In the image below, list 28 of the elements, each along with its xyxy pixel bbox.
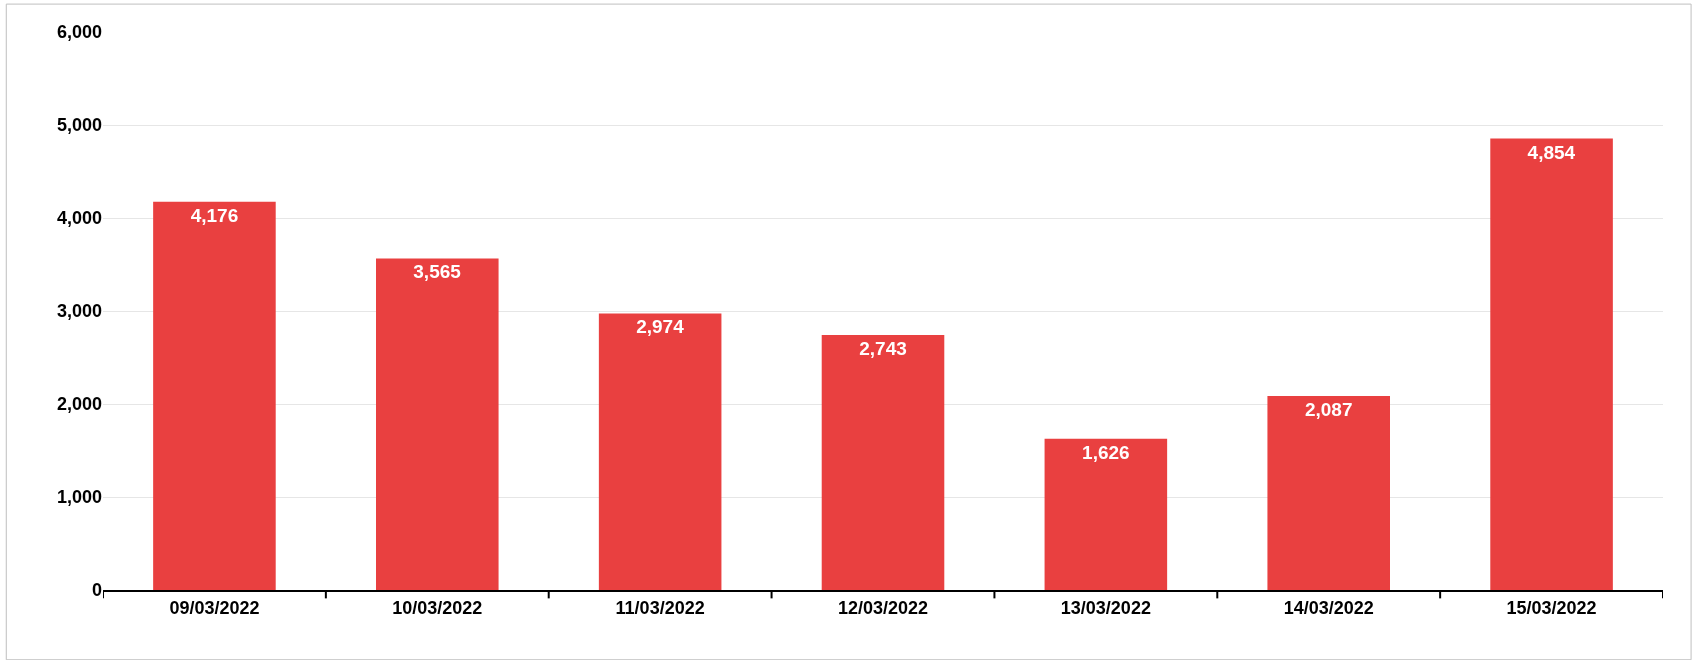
x-tick-label: 14/03/2022 xyxy=(1283,597,1374,618)
data-label: 1,626 xyxy=(1082,441,1130,463)
x-tick-label: 09/03/2022 xyxy=(169,597,260,618)
bar xyxy=(376,258,499,590)
y-tick-label: 2,000 xyxy=(56,394,102,415)
bar xyxy=(1490,138,1613,590)
x-tick-label: 13/03/2022 xyxy=(1060,597,1151,618)
bar xyxy=(1267,395,1390,590)
data-label: 2,743 xyxy=(859,337,907,359)
y-tick-label: 0 xyxy=(91,580,102,601)
y-tick-label: 6,000 xyxy=(56,22,102,43)
x-tick-label: 11/03/2022 xyxy=(615,597,705,618)
data-label: 4,854 xyxy=(1527,141,1576,163)
y-tick-label: 1,000 xyxy=(56,487,102,508)
data-label: 2,974 xyxy=(636,316,685,338)
y-tick-label: 5,000 xyxy=(56,115,102,136)
bar xyxy=(153,201,276,590)
bar xyxy=(1044,438,1168,590)
x-tick-label: 15/03/2022 xyxy=(1506,597,1597,618)
data-label: 4,176 xyxy=(190,204,239,226)
y-tick-label: 3,000 xyxy=(56,301,102,322)
bar xyxy=(821,334,945,590)
x-tick-label: 12/03/2022 xyxy=(837,597,929,618)
x-tick-label: 10/03/2022 xyxy=(392,597,483,618)
y-tick-label: 4,000 xyxy=(56,208,102,229)
data-label: 3,565 xyxy=(413,261,462,283)
bar xyxy=(598,313,722,590)
data-label: 2,087 xyxy=(1304,398,1353,420)
